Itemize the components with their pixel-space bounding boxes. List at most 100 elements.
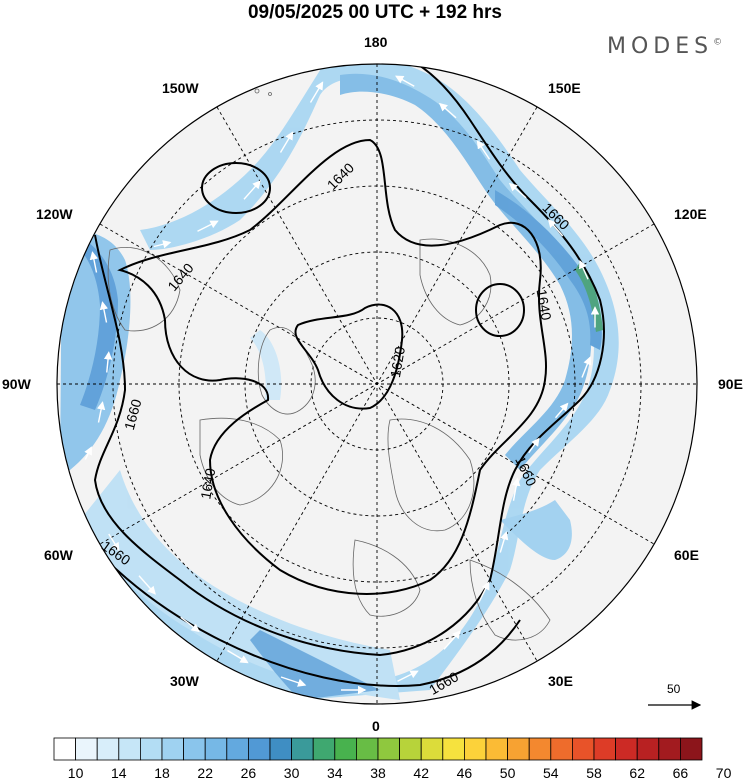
- colorbar-tick-label: 14: [111, 765, 127, 781]
- colorbar-tick-label: 58: [586, 765, 602, 781]
- wind-vector-arrow: [153, 240, 172, 249]
- wind-vector-arrow: [138, 575, 156, 595]
- wind-vector-arrow: [438, 102, 457, 119]
- colorbar-box: [420, 737, 444, 761]
- colorbar-tick-label: 62: [629, 765, 645, 781]
- colorbar-box: [226, 737, 249, 761]
- colorbar-boxes: [53, 737, 703, 761]
- wind-vector-arrow: [197, 220, 219, 232]
- contour-label: 1640: [197, 467, 218, 501]
- colorbar-box: [680, 737, 703, 761]
- colorbar-tick-label: 70: [716, 765, 732, 781]
- wind-vectors: [84, 75, 600, 695]
- colorbar-tick-label: 30: [284, 765, 300, 781]
- colorbar-tick-label: 26: [241, 765, 257, 781]
- wind-vector-arrow: [547, 218, 564, 237]
- graticule: [57, 64, 697, 704]
- wind-vector-arrow: [499, 531, 509, 553]
- wind-vector-arrow: [512, 477, 521, 501]
- colorbar-tick-label: 22: [197, 765, 213, 781]
- wind-vector-arrow: [508, 182, 527, 199]
- height-contours: [69, 64, 605, 687]
- lon-label-60e: 60E: [674, 547, 699, 563]
- wind-vector-arrow: [108, 533, 120, 552]
- contour-1640: [117, 138, 547, 595]
- brand-mark: ©: [713, 37, 723, 48]
- wind-vector-arrow: [280, 676, 307, 687]
- contour-closed-low-east: [475, 283, 525, 337]
- colorbar-box: [485, 737, 509, 761]
- colorbar-box: [377, 737, 401, 761]
- colorbar-box: [96, 737, 120, 761]
- vector-scale-label: 50: [667, 682, 681, 696]
- contour-1660-outer: [69, 519, 521, 687]
- colorbar-box: [334, 737, 357, 761]
- colorbar-tick-label: 50: [500, 765, 516, 781]
- colorbar-tick-label: 18: [154, 765, 170, 781]
- brand-logo: MODES©: [607, 34, 722, 59]
- wind-vector-arrow: [579, 259, 589, 280]
- lon-label-90w: 90W: [2, 376, 31, 392]
- wind-vector-arrow: [227, 649, 249, 664]
- wind-vector-arrow: [528, 437, 540, 454]
- colorbar-box: [161, 737, 185, 761]
- contour-label: 1620: [387, 345, 408, 379]
- colorbar-box: [572, 737, 595, 761]
- polar-map: 1640 1640 1660 1640 1620 1660 1640 1660 …: [56, 63, 702, 710]
- colorbar-box: [75, 737, 98, 761]
- wind-vector-arrow: [84, 446, 92, 460]
- wind-vector-arrow: [397, 670, 419, 682]
- colorbar-box: [636, 737, 660, 761]
- colorbar-tick-label: 54: [543, 765, 559, 781]
- colorbar-box: [355, 737, 379, 761]
- wind-vector-arrow: [478, 581, 490, 603]
- colorbar-box: [53, 737, 77, 761]
- colorbar-box: [658, 737, 681, 761]
- wind-vector-arrow: [279, 131, 294, 153]
- colorbar-box: [528, 737, 552, 761]
- wind-vector-arrow: [554, 402, 569, 419]
- colorbar-tick-label: 10: [68, 765, 84, 781]
- colorbar-box: [139, 737, 163, 761]
- colorbar-tick-label: 66: [673, 765, 689, 781]
- lon-label-180: 180: [364, 34, 388, 50]
- colorbar-box: [463, 737, 487, 761]
- map-border: [56, 63, 698, 705]
- brand-text: MODES: [607, 34, 714, 59]
- colorbar-box: [593, 737, 617, 761]
- contour-label: 1660: [121, 397, 145, 431]
- page-title: 09/05/2025 00 UTC + 192 hrs: [247, 2, 503, 23]
- wind-vector-arrow: [443, 630, 461, 650]
- wind-vector-arrow: [581, 356, 592, 378]
- lon-label-120w: 120W: [36, 206, 73, 222]
- contour-closed-low-west: [201, 162, 271, 214]
- colorbar-box: [507, 737, 530, 761]
- colorbar-tick-label: 42: [413, 765, 429, 781]
- colorbar-box: [269, 737, 293, 761]
- wind-vector-arrow: [180, 616, 200, 633]
- colorbar-box: [312, 737, 336, 761]
- contour-label: 1640: [533, 288, 554, 322]
- colorbar-box: [118, 737, 141, 761]
- lon-label-150e: 150E: [548, 80, 581, 96]
- contour-1660: [93, 64, 605, 657]
- wind-vector-arrow: [99, 301, 108, 323]
- lon-label-120e: 120E: [674, 206, 707, 222]
- colorbar-box: [399, 737, 422, 761]
- lon-label-30e: 30E: [548, 673, 573, 689]
- colorbar-tick-label: 46: [457, 765, 473, 781]
- lon-label-90e: 90E: [718, 376, 743, 392]
- colorbar-box: [204, 737, 228, 761]
- contour-1620: [294, 303, 404, 410]
- colorbar-box: [291, 737, 314, 761]
- colorbar-box: [550, 737, 573, 761]
- wind-vector-arrow: [103, 351, 113, 373]
- lon-label-60w: 60W: [44, 547, 73, 563]
- lon-label-0: 0: [372, 718, 380, 734]
- wind-vector-arrow: [97, 401, 106, 423]
- wind-vector-arrow: [89, 251, 98, 273]
- colorbar: 10 14 18 22 26 30 34 38 42 46 50 54 58 62 66 70: [53, 737, 732, 781]
- colorbar-box: [615, 737, 638, 761]
- wind-vector-arrow: [395, 75, 415, 87]
- colorbar-tick-label: 38: [370, 765, 386, 781]
